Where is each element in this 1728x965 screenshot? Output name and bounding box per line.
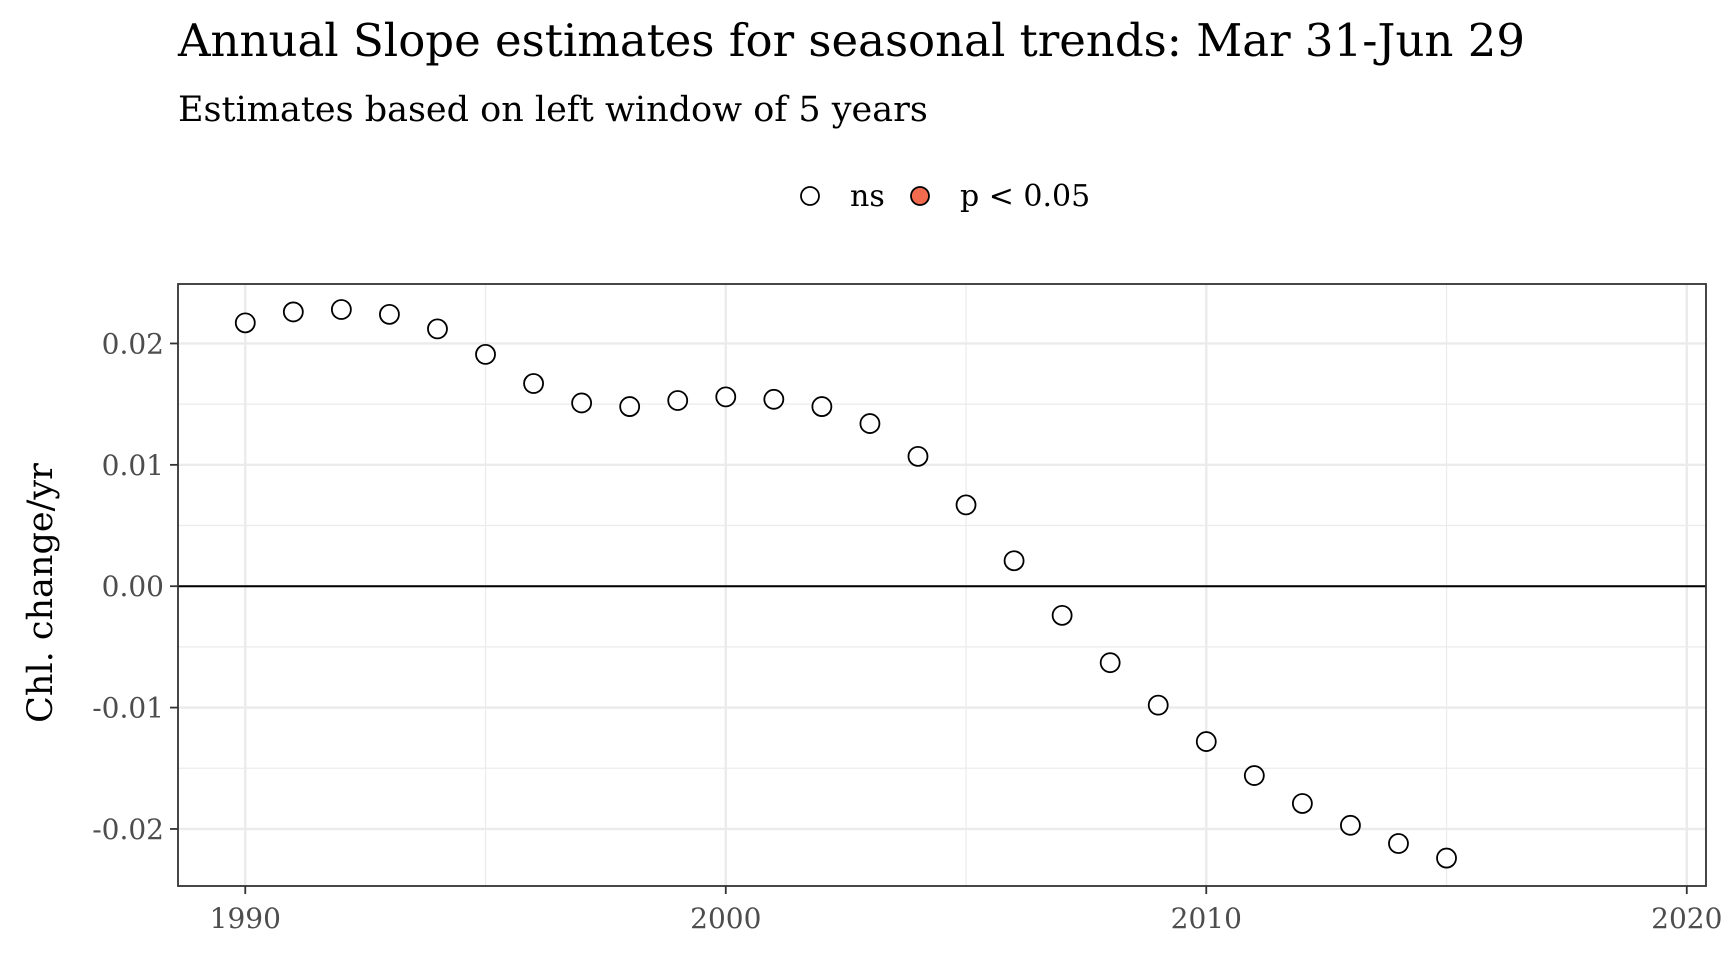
chart-subtitle: Estimates based on left window of 5 year… [178,90,928,130]
grid-minor [178,284,1706,886]
data-point [811,396,833,417]
x-tick-label: 2010 [1171,902,1242,935]
data-point [1291,793,1313,814]
panel-border [177,283,1707,887]
data-point [282,301,304,323]
y-axis-label: Chl. change/yr [21,463,61,723]
data-point [1003,550,1025,572]
y-tick-label: 0.02 [102,327,164,360]
data-point [619,396,641,417]
data-point [859,413,881,434]
x-tick-label: 1990 [210,902,281,935]
data-point [1436,847,1457,869]
data-point [571,392,593,414]
legend-key [910,186,930,206]
data-point [1388,833,1409,854]
y-axis: -0.02 -0.01 0.00 0.01 0.02 [92,327,178,846]
data-point [523,373,544,394]
data-point [763,388,785,410]
data-point [475,343,496,365]
y-tick-label: 0.01 [102,449,164,482]
data-point [907,445,929,467]
x-tick-label: 2000 [690,902,761,935]
data-points [234,299,1457,869]
y-tick-label: -0.01 [92,692,164,725]
data-point [379,303,400,325]
data-point [667,390,689,411]
data-point [1243,765,1265,786]
data-point [1340,814,1361,836]
legend-label: ns [850,179,885,214]
data-point [427,318,448,340]
data-point [234,312,256,334]
y-tick-label: 0.00 [102,570,164,603]
data-point [1051,604,1073,626]
legend-label: p < 0.05 [960,179,1090,214]
data-point [1147,694,1169,716]
data-point [1099,652,1121,674]
x-tick-label: 2020 [1651,902,1722,935]
grid-major [178,284,1706,886]
legend-key [800,186,820,206]
x-axis: 1990 2000 2010 2020 [210,886,1722,935]
data-point [715,386,737,408]
legend: ns p < 0.05 [800,179,1090,214]
data-point [330,299,352,320]
data-point [1195,731,1217,752]
data-point [955,494,977,516]
chart-title: Annual Slope estimates for seasonal tren… [177,14,1525,67]
y-tick-label: -0.02 [92,813,164,846]
